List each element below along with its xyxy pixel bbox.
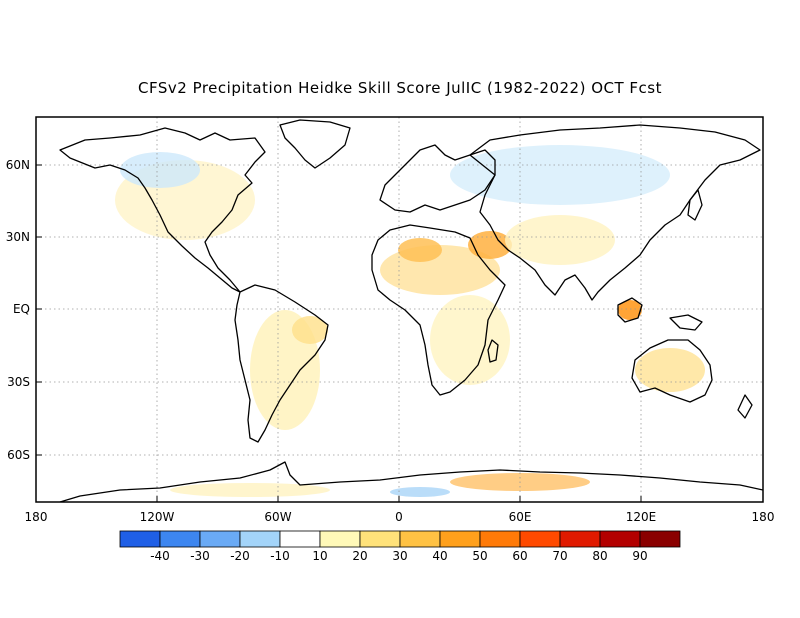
coast-japan	[687, 189, 703, 221]
colorbar-label: 20	[352, 549, 367, 563]
colorbar-label: 50	[472, 549, 487, 563]
colorbar-swatch	[319, 530, 361, 548]
colorbar-label: -30	[190, 549, 210, 563]
colorbar-label: 30	[392, 549, 407, 563]
y-tick-label: EQ	[13, 302, 30, 316]
colorbar-label: 10	[312, 549, 327, 563]
colorbar-swatch	[119, 530, 161, 548]
colorbar-swatch	[599, 530, 641, 548]
patch-siberia	[450, 145, 670, 205]
patch-west-antarctica	[170, 483, 330, 497]
y-tick-label: 30S	[7, 375, 30, 389]
patch-central-asia	[505, 215, 615, 265]
patch-borneo	[618, 300, 642, 320]
colorbar-swatch	[479, 530, 521, 548]
coast-greenland	[279, 119, 351, 169]
page-title: CFSv2 Precipitation Heidke Skill Score J…	[138, 79, 662, 97]
x-tick-label: 0	[395, 510, 403, 524]
patch-canada	[120, 152, 200, 188]
colorbar-swatch	[439, 530, 481, 548]
x-axis: 180 120W 60W 0 60E 120E 180	[25, 496, 775, 524]
x-tick-label: 120E	[626, 510, 657, 524]
colorbar-label: 80	[592, 549, 607, 563]
colorbar-swatch	[519, 530, 561, 548]
colorbar: -40 -30 -20 -10 10 20 30 40 50 60 70 80 90	[119, 530, 681, 563]
coast-borneo	[617, 297, 643, 323]
colorbar-label: 90	[632, 549, 647, 563]
colorbar-swatch	[639, 530, 681, 548]
patch-southern-africa	[430, 295, 510, 385]
gridlines	[36, 117, 763, 502]
coastlines	[59, 119, 763, 502]
coast-south-america	[234, 284, 329, 443]
skill-shading	[115, 145, 705, 497]
coast-new-zealand	[737, 394, 753, 419]
patch-ne-brazil	[292, 316, 328, 344]
colorbar-swatch	[399, 530, 441, 548]
colorbar-label: -10	[270, 549, 290, 563]
patch-arabia	[468, 231, 512, 259]
patch-antarctic-blue	[390, 487, 450, 497]
colorbar-label: 40	[432, 549, 447, 563]
x-tick-label: 60W	[264, 510, 291, 524]
y-tick-label: 60N	[6, 158, 30, 172]
map-panel	[35, 116, 764, 503]
patch-sahara	[398, 238, 442, 262]
coast-north-america	[59, 127, 266, 293]
y-tick-label: 60S	[7, 448, 30, 462]
colorbar-swatch	[559, 530, 601, 548]
colorbar-label: -40	[150, 549, 170, 563]
x-tick-label: 60E	[509, 510, 532, 524]
coast-asia	[469, 124, 761, 301]
colorbar-swatch	[239, 530, 281, 548]
x-tick-label: 180	[25, 510, 48, 524]
patch-australia	[635, 348, 705, 392]
colorbar-swatch	[159, 530, 201, 548]
colorbar-swatch	[199, 530, 241, 548]
coast-europe	[379, 144, 496, 213]
colorbar-swatch	[359, 530, 401, 548]
coast-antarctica	[59, 461, 763, 502]
coast-madagascar	[487, 339, 499, 363]
y-axis: 60N 30N EQ 30S 60S	[6, 158, 42, 462]
colorbar-label: -20	[230, 549, 250, 563]
coast-australia	[631, 339, 713, 403]
x-tick-label: 180	[752, 510, 775, 524]
coast-africa	[371, 224, 506, 396]
colorbar-label: 70	[552, 549, 567, 563]
x-tick-label: 120W	[140, 510, 175, 524]
coast-new-guinea	[669, 314, 703, 331]
y-tick-label: 30N	[6, 230, 30, 244]
colorbar-label: 60	[512, 549, 527, 563]
colorbar-swatch	[279, 530, 321, 548]
